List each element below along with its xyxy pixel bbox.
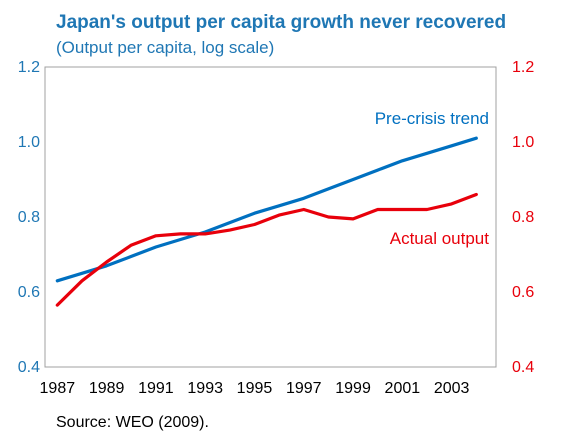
right-axis: 1.2 1.0 0.8 0.6 0.4 bbox=[512, 59, 534, 376]
right-tick-label: 0.6 bbox=[512, 284, 534, 301]
source-note: Source: WEO (2009). bbox=[56, 414, 209, 431]
x-tick-label: 2003 bbox=[434, 380, 470, 397]
plot-area bbox=[44, 66, 497, 368]
chart-subtitle: (Output per capita, log scale) bbox=[56, 38, 274, 57]
x-tick-label: 1999 bbox=[335, 380, 371, 397]
x-axis: 1987 1989 1991 1993 1995 1997 1999 2001 2003 bbox=[40, 380, 470, 397]
series-line-actual-output bbox=[55, 192, 478, 307]
x-tick-label: 1995 bbox=[237, 380, 273, 397]
right-tick-label: 1.2 bbox=[512, 59, 534, 76]
left-tick-label: 1.0 bbox=[18, 134, 40, 151]
right-tick-label: 1.0 bbox=[512, 134, 534, 151]
series-label-actual-output: Actual output bbox=[390, 229, 490, 248]
x-tick-label: 1997 bbox=[286, 380, 322, 397]
chart-title: Japan's output per capita growth never r… bbox=[56, 12, 506, 33]
x-tick-label: 1991 bbox=[138, 380, 174, 397]
series-label-pre-crisis-trend: Pre-crisis trend bbox=[375, 109, 489, 128]
left-axis: 1.2 1.0 0.8 0.6 0.4 bbox=[18, 59, 40, 376]
left-tick-label: 1.2 bbox=[18, 59, 40, 76]
series-line-pre-crisis-trend bbox=[55, 136, 478, 283]
x-tick-label: 1993 bbox=[187, 380, 223, 397]
series-group bbox=[55, 136, 478, 307]
left-tick-label: 0.8 bbox=[18, 209, 40, 226]
left-tick-label: 0.6 bbox=[18, 284, 40, 301]
x-tick-label: 1989 bbox=[89, 380, 125, 397]
left-tick-label: 0.4 bbox=[18, 359, 40, 376]
x-tick-label: 2001 bbox=[385, 380, 421, 397]
right-tick-label: 0.8 bbox=[512, 209, 534, 226]
x-tick-label: 1987 bbox=[40, 380, 76, 397]
right-tick-label: 0.4 bbox=[512, 359, 534, 376]
